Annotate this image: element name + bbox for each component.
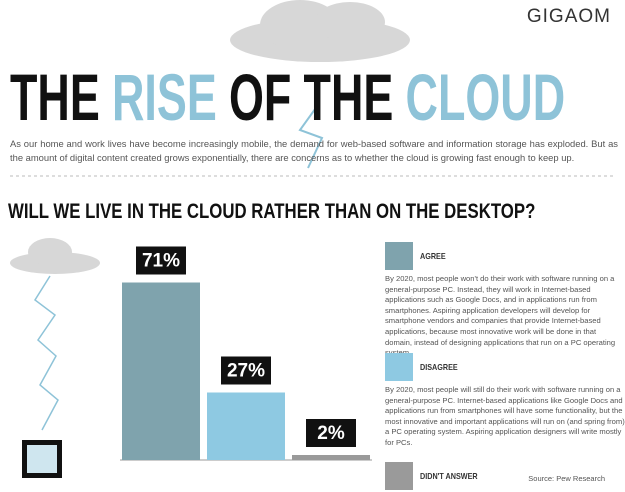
left-cloud	[10, 238, 100, 274]
value-label: 71%	[142, 251, 180, 272]
chart-title: WILL WE LIVE IN THE CLOUD RATHER THAN ON…	[8, 200, 535, 224]
legend-label: DIDN'T ANSWER	[420, 471, 478, 481]
headline-word: THE	[304, 60, 394, 134]
legend-swatch	[385, 242, 413, 270]
lightning	[35, 276, 58, 430]
legend-swatch	[385, 462, 413, 490]
intro: As our home and work lives have become i…	[10, 137, 618, 165]
legend-swatch	[385, 353, 413, 381]
top-cloud	[230, 0, 410, 62]
headline-word: RISE	[112, 60, 217, 134]
infographic: 71%27%2% GIGAOM THERISEOFTHECLOUD As our…	[0, 0, 625, 492]
source: Source: Pew Research	[528, 474, 605, 483]
legend-label: AGREE	[420, 251, 446, 261]
bar	[292, 455, 370, 460]
legend-label: DISAGREE	[420, 362, 458, 372]
headline-word: THE	[10, 60, 100, 134]
device-screen	[27, 445, 57, 473]
legend-description: By 2020, most people won't do their work…	[385, 274, 625, 359]
legend-description: By 2020, most people will still do their…	[385, 385, 625, 449]
headline-word: OF	[229, 60, 291, 134]
headline-word: CLOUD	[406, 60, 566, 134]
bar	[122, 283, 200, 461]
logo: GIGAOM	[527, 6, 611, 28]
value-label: 2%	[317, 423, 345, 444]
bar	[207, 393, 285, 461]
value-label: 27%	[227, 361, 265, 382]
